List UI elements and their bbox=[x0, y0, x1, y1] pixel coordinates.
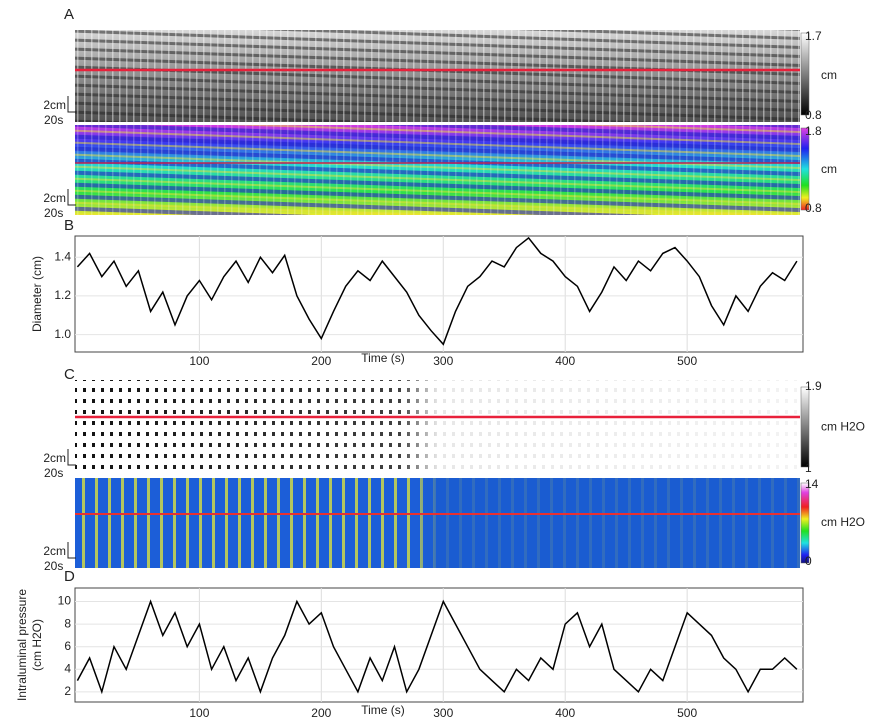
x-tick-label: 500 bbox=[677, 706, 697, 720]
y-tick-label: 8 bbox=[64, 616, 71, 630]
scale-bar-label: 2cm bbox=[43, 544, 66, 558]
scale-bar-label: 20s bbox=[44, 559, 63, 573]
scale-bar bbox=[68, 449, 76, 465]
y-axis-label: Diameter (cm) bbox=[30, 256, 44, 332]
colorbar-unit: cm H2O bbox=[821, 515, 865, 529]
scale-bar-label: 20s bbox=[44, 206, 63, 220]
scale-bar bbox=[68, 189, 76, 205]
x-tick-label: 200 bbox=[311, 706, 331, 720]
heatmap bbox=[75, 30, 809, 122]
x-tick-label: 300 bbox=[433, 706, 453, 720]
y-tick-label: 6 bbox=[64, 639, 71, 653]
y-tick-label: 1.0 bbox=[54, 327, 71, 341]
x-tick-label: 100 bbox=[189, 354, 209, 368]
panel-label: B bbox=[64, 217, 74, 234]
y-tick-label: 4 bbox=[64, 661, 71, 675]
colorbar-tick-label: 14 bbox=[805, 477, 819, 491]
panel-label: A bbox=[64, 6, 74, 23]
x-tick-label: 200 bbox=[311, 354, 331, 368]
x-tick-label: 400 bbox=[555, 706, 575, 720]
colorbar-tick-label: 0.8 bbox=[805, 201, 822, 215]
colorbar-tick-label: 0 bbox=[805, 554, 812, 568]
x-axis-label: Time (s) bbox=[361, 703, 405, 717]
y-tick-label: 2 bbox=[64, 684, 71, 698]
colorbar-tick-label: 0.8 bbox=[805, 108, 822, 122]
scale-bar-label: 2cm bbox=[43, 98, 66, 112]
colorbar-tick-label: 1.8 bbox=[805, 124, 822, 138]
colorbar-tick-label: 1 bbox=[805, 461, 812, 475]
heatmap bbox=[75, 125, 809, 215]
scale-bar-label: 2cm bbox=[43, 191, 66, 205]
x-tick-label: 400 bbox=[555, 354, 575, 368]
x-tick-label: 500 bbox=[677, 354, 697, 368]
colorbar-tick-label: 1.9 bbox=[805, 379, 822, 393]
x-tick-label: 300 bbox=[433, 354, 453, 368]
colorbar-unit: cm bbox=[821, 68, 837, 82]
y-tick-label: 10 bbox=[58, 594, 72, 608]
y-axis-label: Intraluminal pressure bbox=[15, 589, 29, 701]
y-axis-label: (cm H2O) bbox=[30, 619, 44, 671]
heatmap bbox=[75, 478, 809, 568]
panel-label: D bbox=[64, 568, 75, 585]
y-tick-label: 1.2 bbox=[54, 288, 71, 302]
heatmap bbox=[75, 380, 809, 475]
scale-bar bbox=[68, 96, 76, 112]
figure: 1002003004005001.01.21.4Time (s)Diameter… bbox=[0, 0, 874, 722]
x-tick-label: 100 bbox=[189, 706, 209, 720]
scale-bar-label: 2cm bbox=[43, 451, 66, 465]
colorbar-tick-label: 1.7 bbox=[805, 29, 822, 43]
scale-bar bbox=[68, 542, 76, 558]
x-axis-label: Time (s) bbox=[361, 351, 405, 365]
colorbar-unit: cm bbox=[821, 162, 837, 176]
plot-frame bbox=[75, 588, 803, 702]
y-tick-label: 1.4 bbox=[54, 249, 71, 263]
scale-bar-label: 20s bbox=[44, 466, 63, 480]
colorbar-unit: cm H2O bbox=[821, 420, 865, 434]
panel-label: C bbox=[64, 366, 75, 383]
scale-bar-label: 20s bbox=[44, 113, 63, 127]
